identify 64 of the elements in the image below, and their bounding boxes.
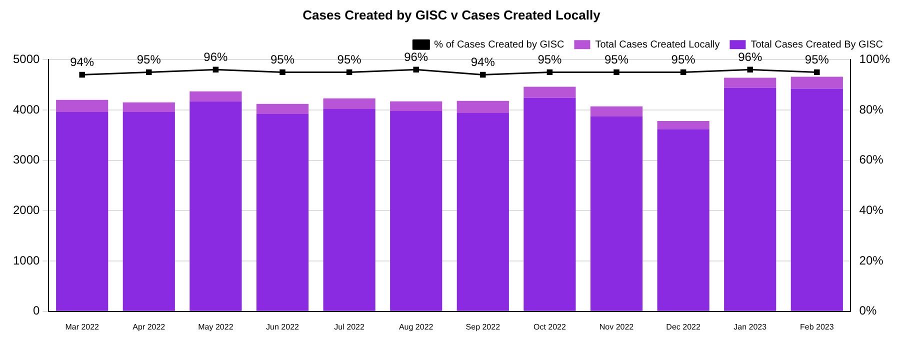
legend-label: % of Cases Created by GISC bbox=[434, 39, 564, 50]
x-tick-label: Nov 2022 bbox=[599, 322, 634, 332]
bar bbox=[790, 88, 843, 311]
bar bbox=[256, 114, 309, 311]
bar bbox=[56, 100, 108, 112]
data-label: 96% bbox=[404, 50, 428, 64]
bar bbox=[590, 116, 643, 311]
bar bbox=[456, 112, 509, 311]
data-label: 94% bbox=[470, 55, 496, 70]
legend-label: Total Cases Created Locally bbox=[595, 39, 720, 50]
data-label: 95% bbox=[270, 52, 295, 67]
bar bbox=[657, 121, 710, 130]
data-label: 95% bbox=[136, 52, 162, 67]
bar bbox=[323, 108, 376, 311]
data-label: 95% bbox=[604, 52, 629, 67]
bar bbox=[724, 88, 776, 311]
y-tick-label: 4000 bbox=[12, 102, 40, 116]
chart-title: Cases Created by GISC v Cases Created Locally bbox=[302, 7, 602, 22]
y2-tick-label: 0% bbox=[859, 304, 877, 318]
y2-tick-label: 20% bbox=[859, 253, 884, 268]
x-tick-label: Aug 2022 bbox=[398, 322, 434, 332]
y-tick-label: 0 bbox=[33, 304, 40, 318]
x-tick-label: Apr 2022 bbox=[132, 322, 166, 332]
bar bbox=[56, 112, 108, 311]
bar bbox=[122, 102, 175, 112]
y-tick-label: 3000 bbox=[12, 152, 40, 167]
bar bbox=[790, 76, 843, 89]
bar bbox=[122, 112, 175, 311]
x-tick-label: Jul 2022 bbox=[334, 322, 365, 332]
x-tick-label: Sep 2022 bbox=[466, 322, 501, 332]
data-label: 95% bbox=[671, 52, 696, 67]
data-label: 96% bbox=[738, 50, 762, 64]
data-label: 95% bbox=[337, 52, 362, 67]
bar bbox=[256, 104, 309, 114]
x-tick-label: Oct 2022 bbox=[533, 322, 566, 332]
data-label: 94% bbox=[70, 55, 94, 70]
x-tick-label: Mar 2022 bbox=[65, 322, 100, 332]
y2-tick-label: 100% bbox=[859, 52, 890, 66]
data-label: 95% bbox=[538, 52, 562, 67]
data-label: 95% bbox=[804, 52, 830, 67]
bar bbox=[524, 86, 576, 98]
bar bbox=[390, 101, 442, 111]
bar bbox=[390, 110, 442, 311]
y-tick-label: 1000 bbox=[12, 253, 40, 268]
x-tick-label: Jan 2023 bbox=[734, 322, 768, 332]
x-tick-label: Feb 2023 bbox=[800, 322, 834, 332]
bar bbox=[524, 98, 576, 311]
y2-tick-label: 40% bbox=[859, 202, 884, 217]
legend-label: Total Cases Created By GISC bbox=[750, 39, 884, 50]
x-tick-label: May 2022 bbox=[198, 322, 234, 332]
y-tick-label: 5000 bbox=[12, 52, 40, 66]
data-label: 96% bbox=[204, 50, 228, 64]
bar bbox=[190, 101, 242, 311]
bar bbox=[190, 91, 242, 102]
bar bbox=[590, 106, 643, 117]
bar bbox=[323, 98, 376, 109]
x-tick-label: Jun 2022 bbox=[266, 322, 300, 332]
y-tick-label: 2000 bbox=[12, 202, 40, 217]
bar bbox=[657, 129, 710, 311]
y2-tick-label: 80% bbox=[859, 102, 884, 116]
bar bbox=[456, 100, 509, 113]
bar bbox=[724, 78, 776, 88]
x-tick-label: Dec 2022 bbox=[666, 322, 701, 332]
y2-tick-label: 60% bbox=[859, 152, 884, 167]
